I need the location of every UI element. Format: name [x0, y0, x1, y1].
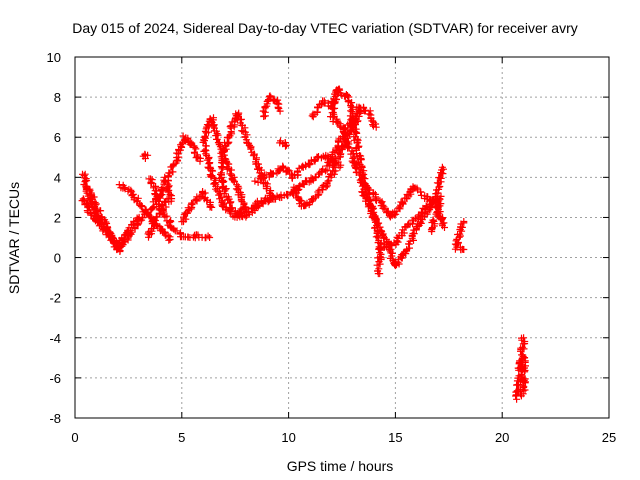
data-points — [79, 86, 529, 403]
data-series-track3 — [79, 195, 124, 255]
data-series-track24 — [452, 218, 467, 251]
x-tick-label: 20 — [495, 430, 509, 445]
data-series-track12 — [260, 92, 284, 120]
y-tick-label: -6 — [49, 371, 61, 386]
y-tick-label: 6 — [54, 130, 61, 145]
x-tick-label: 10 — [281, 430, 295, 445]
x-axis-label: GPS time / hours — [287, 458, 394, 474]
plot-border — [75, 57, 609, 418]
data-series-track5 — [146, 175, 214, 241]
data-series-track13 — [276, 137, 290, 149]
x-tick-label: 0 — [71, 430, 78, 445]
y-tick-label: -4 — [49, 331, 61, 346]
x-tick-label: 25 — [602, 430, 616, 445]
y-tick-label: 0 — [54, 251, 61, 266]
y-tick-label: -8 — [49, 411, 61, 426]
y-tick-label: 8 — [54, 90, 61, 105]
y-axis-label: SDTVAR / TECUs — [6, 182, 22, 294]
x-tick-label: 15 — [388, 430, 402, 445]
x-tick-label: 5 — [178, 430, 185, 445]
chart-title: Day 015 of 2024, Sidereal Day-to-day VTE… — [72, 20, 578, 36]
grid — [75, 57, 609, 418]
data-series-track7 — [178, 188, 215, 225]
data-series-track14 — [140, 151, 151, 162]
y-tick-label: 10 — [47, 50, 61, 65]
y-tick-label: -2 — [49, 291, 61, 306]
y-tick-label: 4 — [54, 170, 61, 185]
chart: 0 5 10 15 20 25 -8 -6 -4 -2 0 2 4 6 8 10 Day 015 of 202… — [0, 0, 640, 480]
y-tick-label: 2 — [54, 210, 61, 225]
